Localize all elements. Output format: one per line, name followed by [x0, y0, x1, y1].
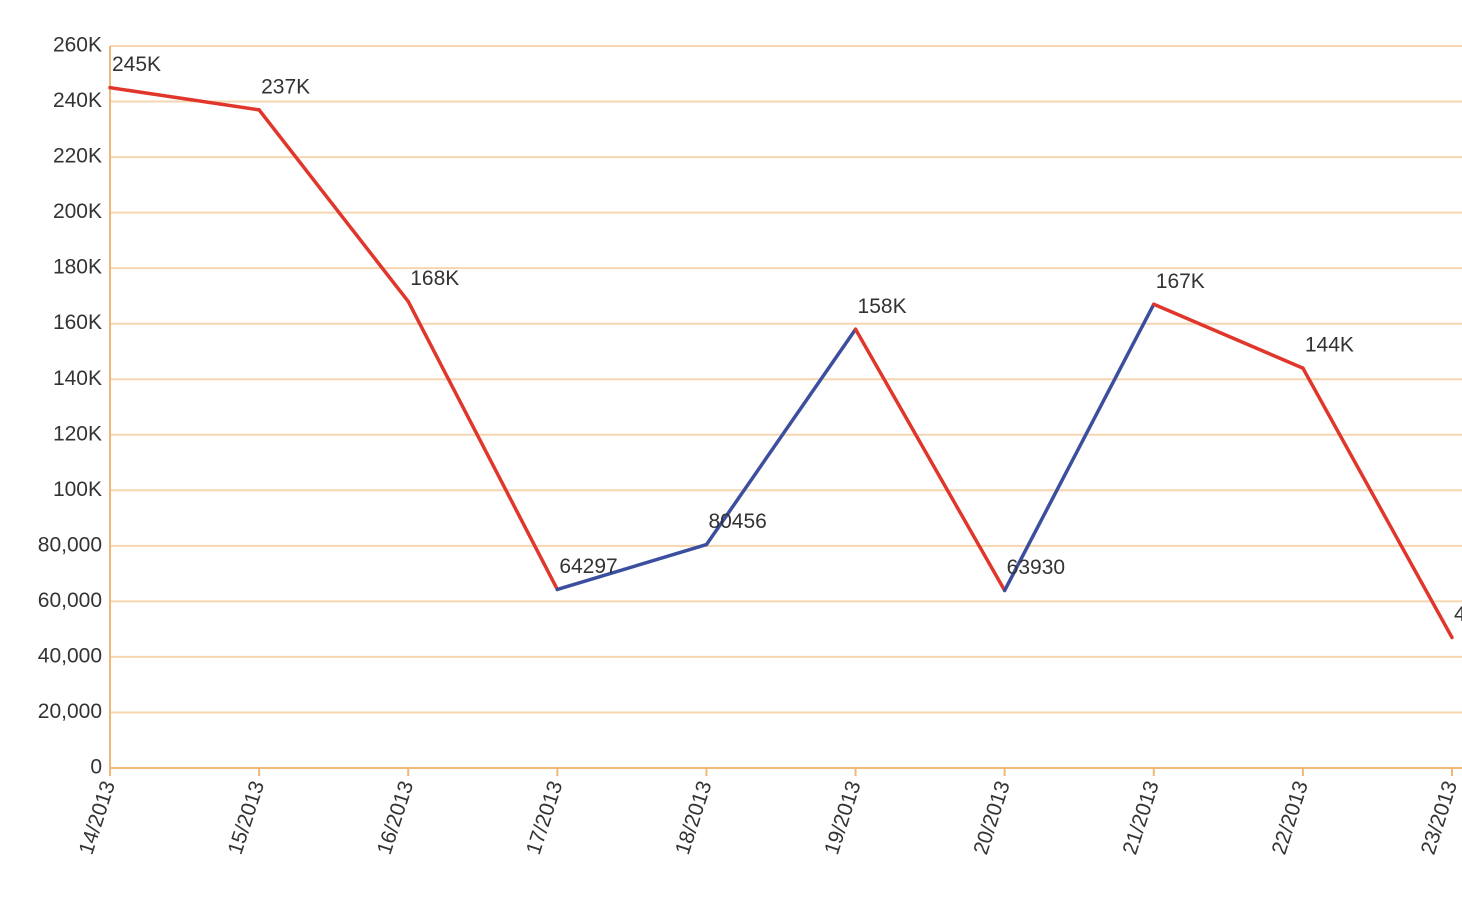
data-label: 64297	[559, 555, 617, 578]
y-tick-label: 220K	[53, 145, 102, 168]
y-tick-label: 40,000	[38, 644, 102, 667]
line-segment	[1152, 302, 1305, 370]
x-tick-label: 18/2013	[671, 778, 716, 857]
x-tick-label: 22/2013	[1268, 778, 1313, 857]
data-label: 237K	[261, 75, 310, 98]
y-tick-label: 0	[90, 756, 102, 779]
y-tick-label: 20,000	[38, 700, 102, 723]
y-tick-label: 120K	[53, 422, 102, 445]
data-label: 158K	[858, 295, 907, 318]
line-segment	[406, 299, 560, 592]
line-segment	[108, 85, 261, 112]
data-label: 144K	[1305, 334, 1354, 357]
data-label: 80456	[708, 510, 766, 533]
line-segment	[704, 327, 858, 547]
line-segment	[853, 327, 1007, 593]
y-tick-label: 200K	[53, 200, 102, 223]
x-tick-label: 17/2013	[522, 778, 567, 857]
x-tick-label: 15/2013	[224, 778, 269, 857]
data-label: 47K	[1454, 603, 1462, 626]
x-tick-label: 14/2013	[75, 778, 120, 857]
data-label: 168K	[410, 267, 459, 290]
line-segment	[1002, 302, 1156, 593]
x-tick-label: 20/2013	[969, 778, 1014, 857]
y-tick-label: 260K	[53, 34, 102, 57]
y-tick-label: 180K	[53, 256, 102, 279]
data-label: 167K	[1156, 270, 1205, 293]
y-tick-label: 80,000	[38, 533, 102, 556]
x-tick-label: 23/2013	[1417, 778, 1462, 857]
x-tick-label: 16/2013	[373, 778, 418, 857]
line-segment	[555, 542, 709, 592]
y-tick-label: 160K	[53, 311, 102, 334]
data-label: 63930	[1007, 556, 1065, 579]
y-tick-label: 140K	[53, 367, 102, 390]
data-label: 245K	[112, 53, 161, 76]
line-segment	[1301, 366, 1454, 640]
y-tick-label: 240K	[53, 89, 102, 112]
x-tick-label: 19/2013	[820, 778, 865, 857]
x-tick-label: 21/2013	[1118, 778, 1163, 857]
line-segment	[257, 108, 410, 304]
y-tick-label: 60,000	[38, 589, 102, 612]
y-tick-label: 100K	[53, 478, 102, 501]
